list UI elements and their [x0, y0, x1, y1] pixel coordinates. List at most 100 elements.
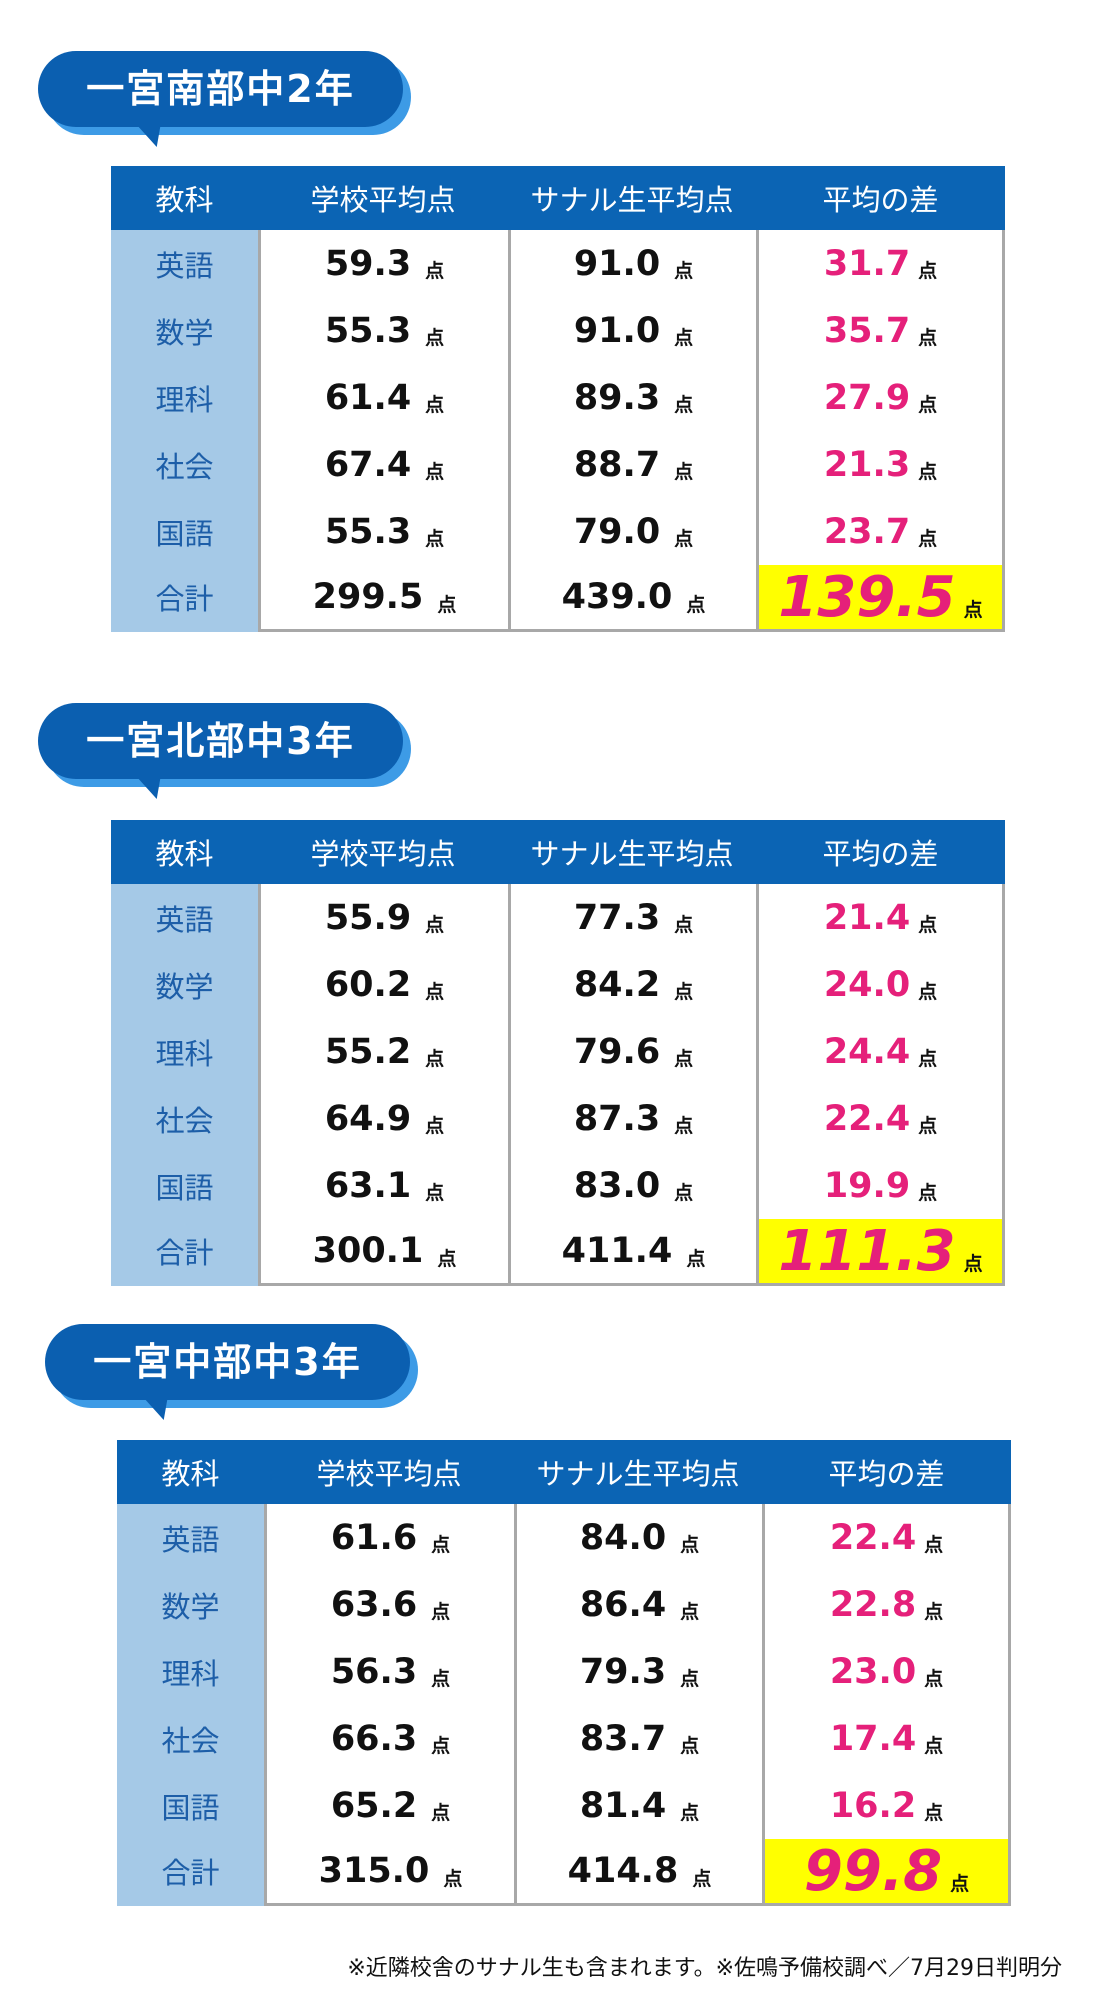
score-unit: 点	[674, 461, 694, 483]
score-cell: 315.0 点	[264, 1839, 514, 1906]
subject-cell: 合計	[117, 1839, 264, 1906]
score-cell: 64.9 点	[258, 1085, 508, 1152]
table-row: 合計 300.1 点 411.4 点 111.3 点	[111, 1219, 1005, 1286]
header-cell: 学校平均点	[310, 837, 456, 871]
score-value: 24.0	[823, 964, 911, 1005]
score-unit: 点	[924, 1601, 944, 1623]
table-row: 英語 55.9 点 77.3 点 21.4 点	[111, 884, 1005, 951]
table-row: 数学 60.2 点 84.2 点 24.0 点	[111, 951, 1005, 1018]
score-table: 教科 学校平均点 サナル生平均点 平均の差 英語 61.6 点 84.0 点 22.4 点数学 63.…	[117, 1440, 1011, 1906]
score-value: 87.3	[573, 1098, 661, 1139]
score-unit: 点	[918, 327, 938, 349]
score-value: 66.3	[330, 1718, 418, 1759]
subject-cell: 理科	[117, 1638, 264, 1705]
score-unit: 点	[674, 1048, 694, 1070]
subject-cell: 国語	[111, 1152, 258, 1219]
score-value: 88.7	[573, 444, 661, 485]
header-cell: サナル生平均点	[530, 837, 734, 871]
subject-cell: 合計	[111, 1219, 258, 1286]
score-cell: 22.4 点	[756, 1085, 1005, 1152]
score-unit: 点	[680, 1534, 700, 1556]
score-value: 23.7	[823, 511, 911, 552]
score-value: 63.1	[324, 1165, 412, 1206]
score-cell: 23.0 点	[762, 1638, 1011, 1705]
score-cell: 111.3 点	[756, 1219, 1005, 1286]
score-unit: 点	[918, 981, 938, 1003]
score-unit: 点	[674, 981, 694, 1003]
score-value: 59.3	[324, 243, 412, 284]
score-value: 63.6	[330, 1584, 418, 1625]
score-cell: 79.3 点	[514, 1638, 762, 1705]
score-value: 23.0	[829, 1651, 917, 1692]
score-cell: 31.7 点	[756, 230, 1005, 297]
score-unit: 点	[425, 914, 445, 936]
score-unit: 点	[431, 1735, 451, 1757]
section-title: 一宮中部中3年	[45, 1324, 410, 1400]
score-cell: 84.0 点	[514, 1504, 762, 1571]
score-unit: 点	[425, 327, 445, 349]
score-value: 31.7	[823, 243, 911, 284]
score-unit: 点	[431, 1802, 451, 1824]
score-cell: 55.2 点	[258, 1018, 508, 1085]
score-unit: 点	[918, 1048, 938, 1070]
table-row: 合計 299.5 点 439.0 点 139.5 点	[111, 565, 1005, 632]
score-value: 60.2	[324, 964, 412, 1005]
subject-cell: 国語	[117, 1772, 264, 1839]
score-cell: 99.8 点	[762, 1839, 1011, 1906]
score-cell: 83.0 点	[508, 1152, 756, 1219]
score-unit: 点	[918, 461, 938, 483]
score-value: 21.3	[823, 444, 911, 485]
score-value: 55.9	[324, 897, 412, 938]
score-value: 79.3	[579, 1651, 667, 1692]
score-value: 86.4	[579, 1584, 667, 1625]
score-cell: 16.2 点	[762, 1772, 1011, 1839]
subject-cell: 英語	[117, 1504, 264, 1571]
score-cell: 91.0 点	[508, 297, 756, 364]
score-unit: 点	[425, 528, 445, 550]
score-cell: 55.3 点	[258, 297, 508, 364]
score-cell: 86.4 点	[514, 1571, 762, 1638]
table-row: 数学 55.3 点 91.0 点 35.7 点	[111, 297, 1005, 364]
section-title: 一宮北部中3年	[38, 703, 403, 779]
header-row: 教科 学校平均点 サナル生平均点 平均の差	[117, 1440, 1011, 1504]
table-row: 英語 61.6 点 84.0 点 22.4 点	[117, 1504, 1011, 1571]
score-value: 315.0	[318, 1851, 430, 1891]
score-cell: 87.3 点	[508, 1085, 756, 1152]
score-value: 84.2	[573, 964, 661, 1005]
score-value: 99.8	[803, 1838, 943, 1904]
header-row: 教科 学校平均点 サナル生平均点 平均の差	[111, 166, 1005, 230]
table-row: 合計 315.0 点 414.8 点 99.8 点	[117, 1839, 1011, 1906]
score-cell: 439.0 点	[508, 565, 756, 632]
score-unit: 点	[680, 1668, 700, 1690]
score-cell: 414.8 点	[514, 1839, 762, 1906]
score-value: 22.8	[829, 1584, 917, 1625]
score-value: 91.0	[573, 310, 661, 351]
subject-cell: 合計	[111, 565, 258, 632]
table-row: 国語 55.3 点 79.0 点 23.7 点	[111, 498, 1005, 565]
score-unit: 点	[437, 593, 457, 616]
score-cell: 81.4 点	[514, 1772, 762, 1839]
score-value: 300.1	[312, 1231, 424, 1271]
title-bubble: 一宮北部中3年	[38, 703, 411, 799]
score-unit: 点	[924, 1668, 944, 1690]
score-value: 84.0	[579, 1517, 667, 1558]
score-cell: 59.3 点	[258, 230, 508, 297]
score-value: 16.2	[829, 1785, 917, 1826]
score-value: 65.2	[330, 1785, 418, 1826]
subject-cell: 数学	[111, 951, 258, 1018]
score-cell: 21.3 点	[756, 431, 1005, 498]
score-unit: 点	[924, 1802, 944, 1824]
score-unit: 点	[918, 914, 938, 936]
score-unit: 点	[674, 394, 694, 416]
score-unit: 点	[680, 1735, 700, 1757]
table-row: 数学 63.6 点 86.4 点 22.8 点	[117, 1571, 1011, 1638]
score-unit: 点	[425, 260, 445, 282]
score-table: 教科 学校平均点 サナル生平均点 平均の差 英語 59.3 点 91.0 点 31.7 点数学 55.…	[111, 166, 1005, 632]
score-unit: 点	[425, 981, 445, 1003]
score-value: 414.8	[567, 1851, 679, 1891]
score-cell: 61.4 点	[258, 364, 508, 431]
score-value: 83.7	[579, 1718, 667, 1759]
table-row: 国語 65.2 点 81.4 点 16.2 点	[117, 1772, 1011, 1839]
score-cell: 22.4 点	[762, 1504, 1011, 1571]
score-unit: 点	[443, 1867, 463, 1890]
